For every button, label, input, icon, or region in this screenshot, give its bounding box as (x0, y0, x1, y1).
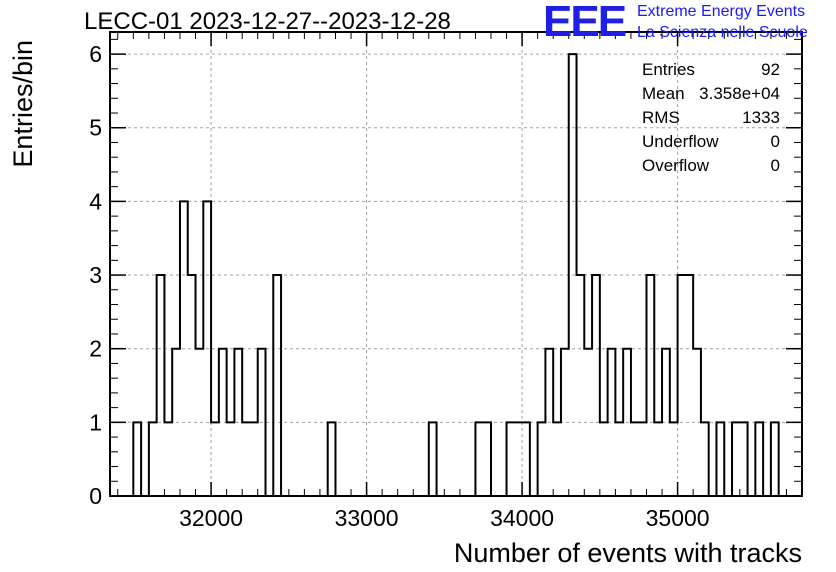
x-tick-label: 34000 (490, 505, 554, 531)
logo-text-line2: La Scienza nelle Scuole (637, 24, 808, 41)
histogram-outline (132, 53, 780, 497)
stat-value: 1333 (742, 108, 780, 127)
stat-value: 3.358e+04 (699, 84, 780, 103)
x-tick-label: 35000 (646, 505, 710, 531)
y-tick-label: 0 (89, 483, 102, 509)
stat-label: Entries (642, 60, 695, 79)
logo-text-line1: Extreme Energy Events (637, 3, 806, 20)
tick-labels: 0 1 2 3 4 5 6 32000 33000 34000 35000 (89, 41, 709, 531)
eee-logo: EEE (543, 0, 627, 46)
histogram-bins (132, 53, 780, 497)
y-tick-label: 3 (89, 262, 102, 288)
y-tick-label: 2 (89, 336, 102, 362)
axes (109, 31, 803, 497)
stats-box: Entries 92 Mean 3.358e+04 RMS 1333 Under… (642, 60, 780, 180)
stat-row-overflow: Overflow 0 (642, 156, 780, 180)
y-tick-label: 4 (89, 188, 102, 214)
stat-label: Mean (642, 84, 685, 103)
stat-row-entries: Entries 92 (642, 60, 780, 84)
stat-label: Overflow (642, 156, 710, 175)
stat-value: 0 (770, 156, 780, 175)
stat-label: RMS (642, 108, 680, 127)
stat-row-mean: Mean 3.358e+04 (642, 84, 780, 108)
stat-label: Underflow (642, 132, 719, 151)
y-axis-label: Entries/bin (8, 40, 38, 168)
x-axis-label: Number of events with tracks (454, 538, 802, 568)
stat-value: 92 (761, 60, 780, 79)
y-tick-label: 5 (89, 115, 102, 141)
stat-row-underflow: Underflow 0 (642, 132, 780, 156)
stat-row-rms: RMS 1333 (642, 108, 780, 132)
chart-title: LECC-01 2023-12-27--2023-12-28 (84, 8, 451, 35)
x-tick-label: 33000 (335, 505, 399, 531)
stat-value: 0 (770, 132, 780, 151)
y-tick-label: 1 (89, 409, 102, 435)
x-tick-label: 32000 (179, 505, 243, 531)
y-tick-label: 6 (89, 41, 102, 67)
plot-frame (109, 31, 803, 497)
